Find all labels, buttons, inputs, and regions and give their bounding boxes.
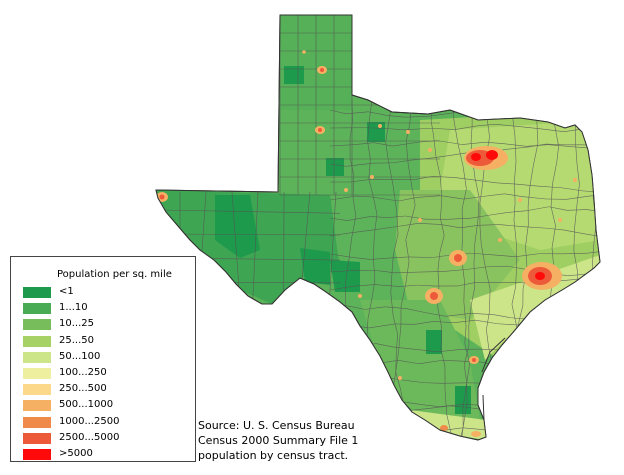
far-west-dark-region (215, 195, 260, 258)
south-texas-region (360, 300, 480, 430)
legend-swatch (23, 400, 51, 412)
legend-label: 250...500 (59, 383, 107, 395)
legend-item: >5000 (23, 448, 193, 460)
houston-area (522, 262, 562, 290)
legend-item: 100...250 (23, 367, 193, 379)
legend-item: 10...25 (23, 318, 193, 331)
source-line-3: population by census tract. (198, 449, 349, 462)
legend-swatch (23, 319, 51, 331)
source-line-1: Source: U. S. Census Bureau (198, 419, 355, 432)
austin-area (449, 250, 467, 266)
brownsville-area (440, 425, 481, 437)
amarillo-area (317, 66, 327, 74)
legend-item: 1000...2500 (23, 415, 193, 428)
barrier-island-1 (481, 337, 506, 373)
map-legend: Population per sq. mile <1 1...10 10...25 2… (10, 256, 196, 462)
legend-item: <1 (23, 286, 193, 298)
san-antonio-area (425, 288, 443, 304)
legend-label: >5000 (59, 448, 93, 459)
legend-swatch (23, 287, 51, 298)
permian-dark-county (326, 158, 344, 176)
legend-label: 500...1000 (59, 399, 114, 411)
source-line-2: Census 2000 Summary File 1 (198, 434, 359, 447)
legend-swatch (23, 303, 51, 315)
legend-label: 2500...5000 (59, 431, 120, 443)
legend-label: 100...250 (59, 367, 107, 378)
legend-item: 2500...5000 (23, 431, 193, 444)
legend-label: 1000...2500 (59, 415, 120, 427)
lubbock-area (315, 126, 325, 134)
legend-swatch (23, 416, 51, 428)
legend-swatch (23, 335, 51, 347)
legend-label: 50...100 (59, 350, 101, 362)
legend-swatch (23, 384, 51, 396)
legend-title: Population per sq. mile (57, 269, 172, 280)
legend-item: 250...500 (23, 383, 193, 396)
legend-item: 50...100 (23, 350, 193, 363)
rolling-plains-dark-county (367, 122, 385, 142)
barrier-island-2 (482, 394, 485, 421)
legend-label: 10...25 (59, 318, 94, 330)
legend-item: 1...10 (23, 302, 193, 315)
texas-border (155, 14, 601, 441)
legend-label: 1...10 (59, 302, 88, 314)
legend-label: <1 (59, 286, 74, 297)
dallas-fort-worth-area (464, 146, 508, 170)
big-bend-dark-region (300, 248, 330, 285)
legend-item: 25...50 (23, 334, 193, 347)
legend-swatch (23, 351, 51, 363)
legend-swatch (23, 432, 51, 444)
legend-item: 500...1000 (23, 399, 193, 412)
pecos-dark-region (330, 260, 360, 292)
legend-swatch (23, 368, 51, 379)
source-note: Source: U. S. Census Bureau Census 2000 … (198, 418, 358, 463)
corpus-christi-area (469, 356, 479, 364)
panhandle-dark-county (284, 66, 304, 84)
legend-swatch (23, 449, 51, 460)
legend-label: 25...50 (59, 334, 94, 346)
rio-grande-valley-region (410, 410, 486, 440)
south-dark-county-1 (426, 330, 442, 354)
